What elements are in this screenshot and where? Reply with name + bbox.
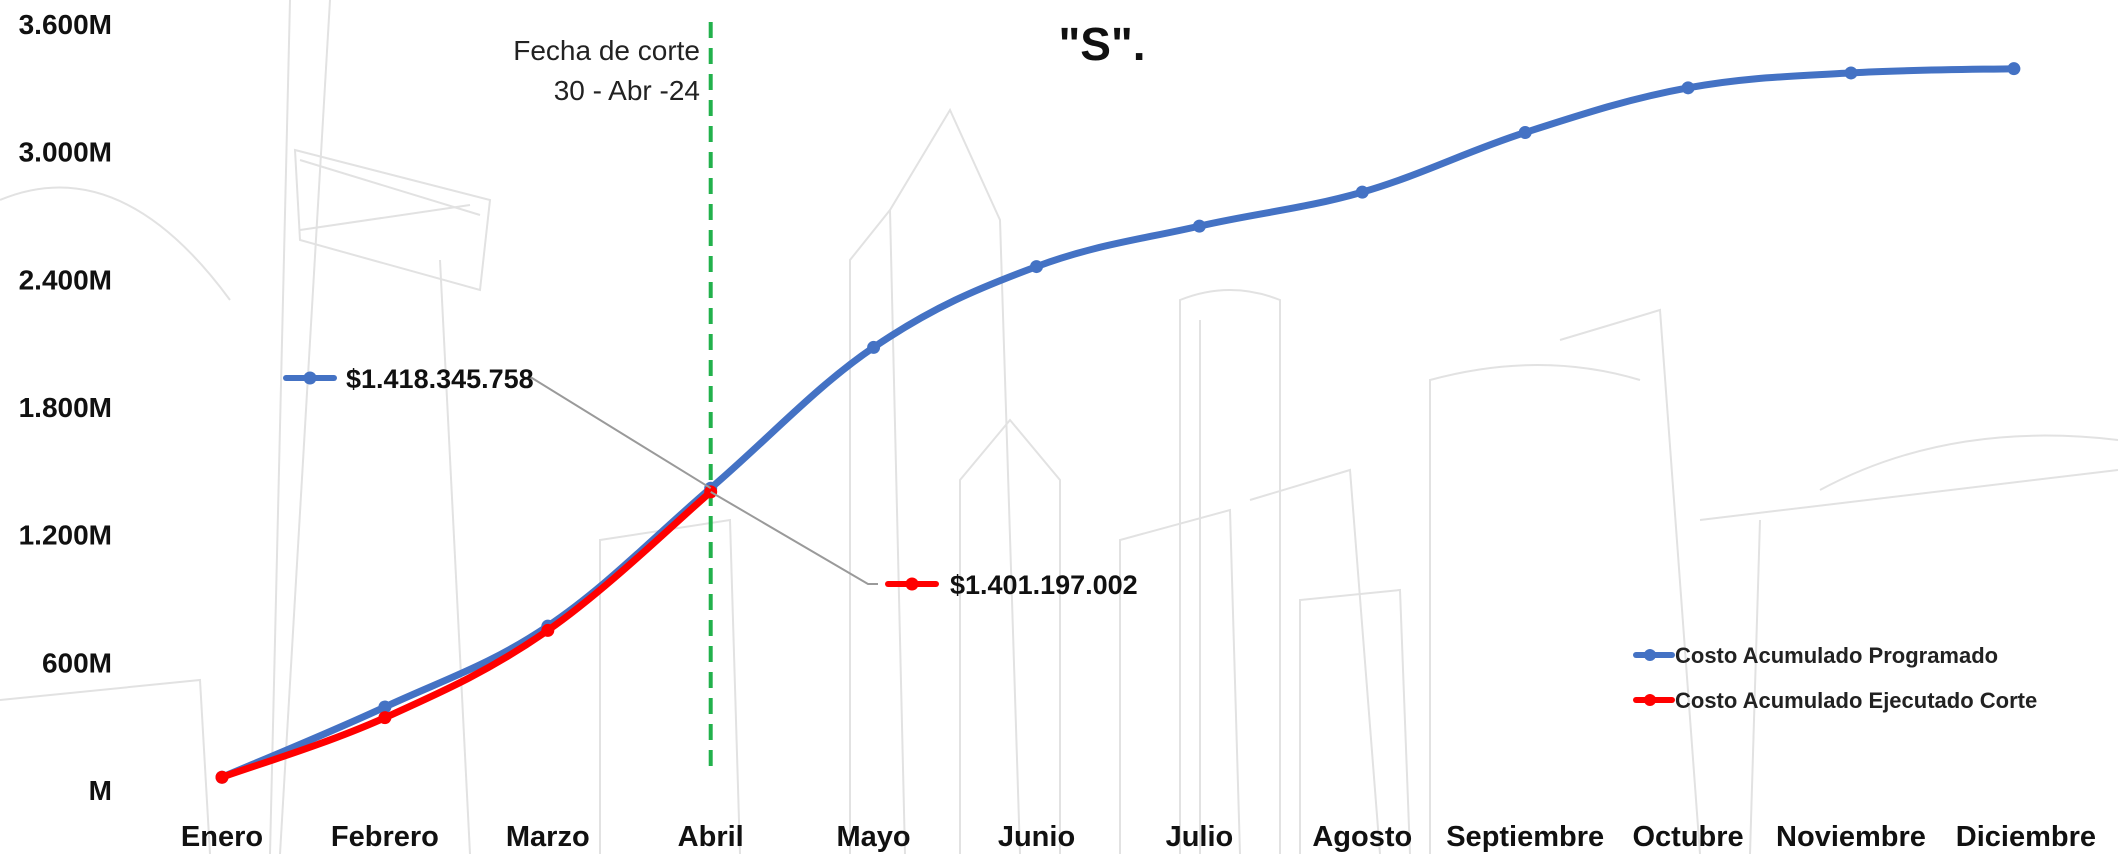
y-tick-label: 3.000M [19, 137, 112, 168]
data-point [1844, 66, 1858, 80]
data-point [541, 623, 555, 637]
legend-swatch-marker [1644, 694, 1656, 706]
y-tick-label: 2.400M [19, 264, 112, 295]
chart-title-line2: "S". [1058, 18, 1145, 70]
data-point [867, 340, 881, 354]
callout-key-marker [905, 577, 919, 591]
legend-item: Costo Acumulado Programado [1633, 643, 1998, 668]
value-callout: $1.418.345.758 [283, 364, 712, 490]
x-tick-label: Octubre [1633, 821, 1744, 853]
data-point [1192, 219, 1206, 233]
y-tick-label: M [89, 775, 112, 806]
callout-value-label: $1.418.345.758 [346, 364, 534, 394]
x-tick-label: Enero [181, 821, 263, 853]
legend-swatch-marker [1644, 649, 1656, 661]
series-ejecutado [215, 485, 718, 784]
x-tick-label: Septiembre [1446, 821, 1604, 853]
data-point [1681, 81, 1695, 95]
y-tick-label: 1.200M [19, 520, 112, 551]
x-tick-label: Agosto [1312, 821, 1412, 853]
legend-label: Costo Acumulado Ejecutado Corte [1675, 688, 2037, 713]
cutoff-marker: Fecha de corte 30 - Abr -24 [513, 22, 713, 770]
x-tick-label: Junio [998, 821, 1075, 853]
data-point [1030, 260, 1043, 274]
legend: Costo Acumulado Programado Costo Acumulad… [1633, 643, 2037, 713]
x-tick-label: Julio [1166, 821, 1234, 853]
y-tick-label: 3.600M [19, 9, 112, 40]
x-tick-label: Diciembre [1956, 821, 2096, 853]
x-tick-label: Marzo [506, 821, 590, 853]
data-point [1518, 126, 1532, 140]
x-axis: Enero Febrero Marzo Abril Mayo Junio Julio Agos… [181, 821, 2096, 853]
series-programado [215, 62, 2021, 784]
y-axis: M 600M 1.200M 1.800M 2.400M 3.000M 3.600M [19, 9, 112, 806]
callout-leader-line [710, 490, 878, 585]
legend-label: Costo Acumulado Programado [1675, 643, 1998, 668]
callout-value-label: $1.401.197.002 [950, 570, 1138, 600]
data-point [215, 770, 229, 784]
cutoff-label-line2: 30 - Abr -24 [554, 75, 700, 106]
data-point [378, 711, 392, 725]
data-point [1355, 185, 1369, 199]
cutoff-label-line1: Fecha de corte [513, 35, 700, 66]
callout-layer: $1.418.345.758 $1.401.197.002 [283, 364, 1138, 600]
chart-title: "S". [1058, 18, 1145, 70]
data-point [2007, 62, 2021, 76]
y-tick-label: 1.800M [19, 392, 112, 423]
value-callout: $1.401.197.002 [710, 490, 1138, 600]
y-tick-label: 600M [42, 647, 112, 678]
series-line [218, 488, 715, 781]
series-layer [215, 62, 2021, 784]
x-tick-label: Noviembre [1776, 821, 1926, 853]
x-tick-label: Febrero [331, 821, 439, 853]
x-tick-label: Abril [678, 821, 744, 853]
legend-item: Costo Acumulado Ejecutado Corte [1633, 688, 2037, 713]
callout-leader-line [522, 377, 712, 490]
data-point [378, 700, 392, 714]
x-tick-label: Mayo [837, 821, 911, 853]
callout-key-marker [303, 371, 317, 385]
series-line [218, 65, 2018, 781]
